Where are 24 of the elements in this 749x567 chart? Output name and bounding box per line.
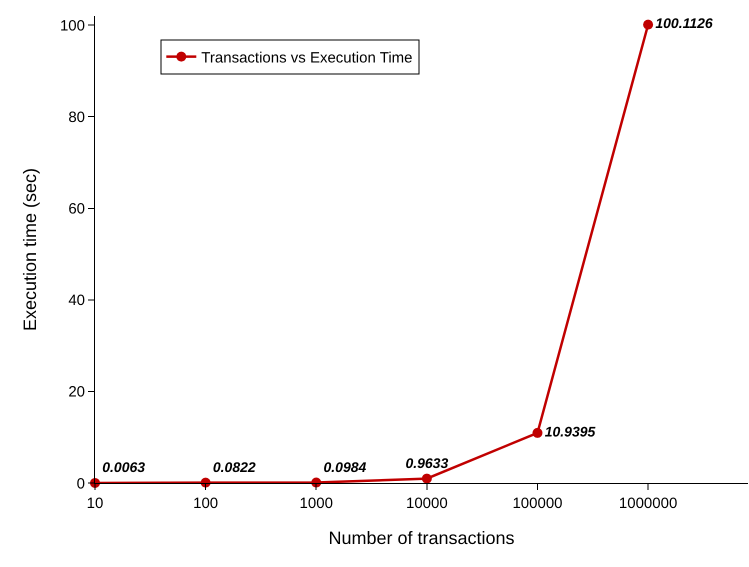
data-label: 0.0984 xyxy=(323,458,367,475)
x-tick-label: 100000 xyxy=(512,495,563,512)
y-tick-label: 80 xyxy=(68,108,85,126)
y-tick-label: 100 xyxy=(60,17,85,34)
point xyxy=(532,428,542,438)
x-tick-label: 1000 xyxy=(300,495,333,512)
data-label: 100.1126 xyxy=(655,15,713,32)
x-tick-label: 1000000 xyxy=(618,495,678,512)
x-axis-title: Number of transactions xyxy=(328,528,515,548)
y-tick-label: 20 xyxy=(68,384,85,401)
y-tick-label: 0 xyxy=(76,475,85,492)
point xyxy=(422,474,432,484)
legend-label: Transactions vs Execution Time xyxy=(201,49,413,66)
y-axis-title: Execution time (sec) xyxy=(20,168,40,332)
data-label: 0.0822 xyxy=(212,458,256,475)
y-tick-label: 60 xyxy=(68,200,85,218)
x-tick-label: 10000 xyxy=(406,495,448,512)
y-tick-label: 40 xyxy=(68,292,85,310)
x-tick-label: 100 xyxy=(193,495,218,512)
point xyxy=(643,20,654,30)
data-label: 10.9395 xyxy=(544,423,596,440)
data-label: 0.9633 xyxy=(405,454,448,471)
x-tick-label: 10 xyxy=(86,495,104,512)
data-label: 0.0063 xyxy=(102,459,146,476)
